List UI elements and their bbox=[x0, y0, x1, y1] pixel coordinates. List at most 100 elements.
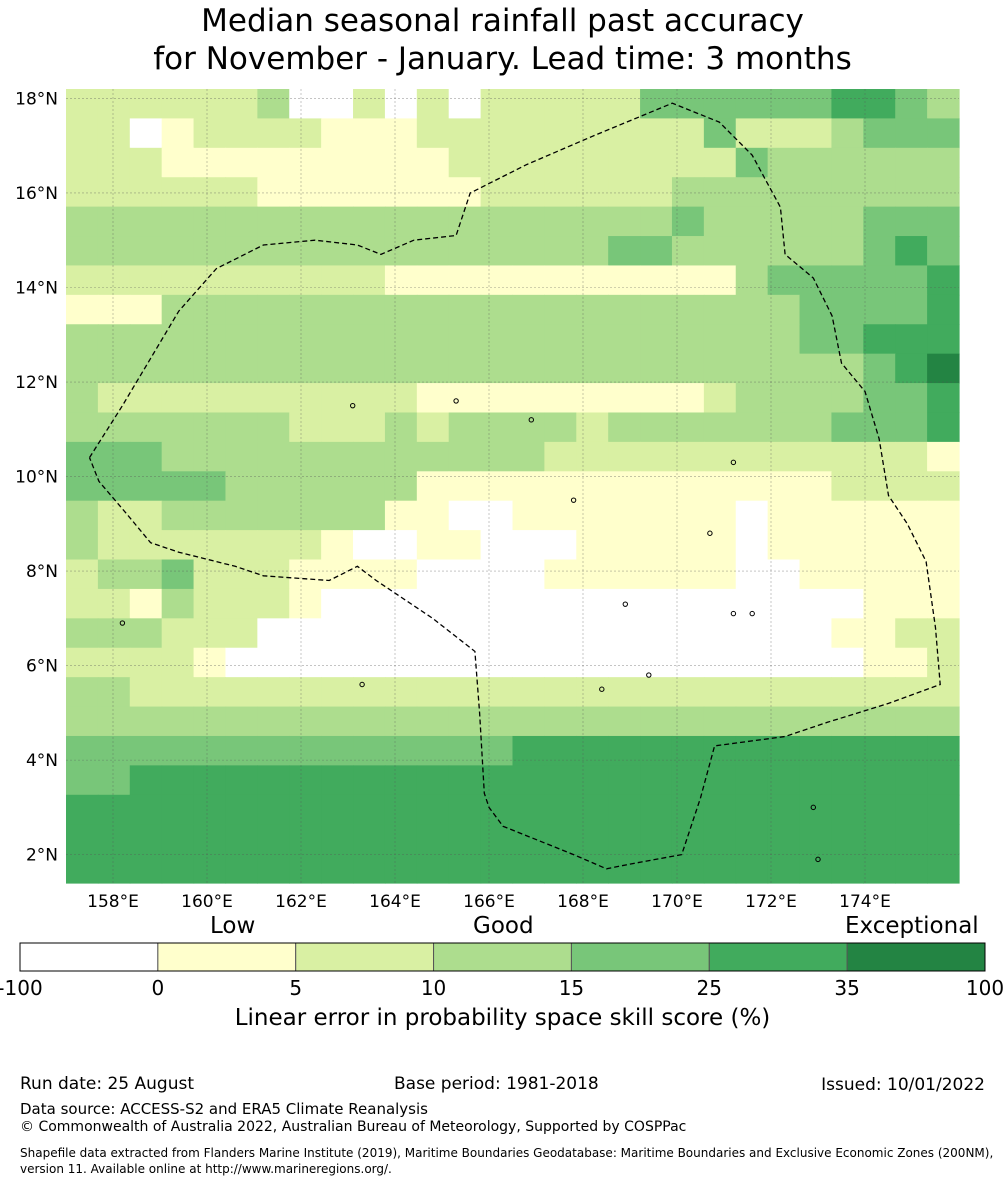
grid-cell bbox=[927, 618, 960, 649]
grid-cell bbox=[544, 177, 577, 208]
grid-cell bbox=[289, 89, 322, 120]
grid-cell bbox=[640, 118, 673, 149]
colorbar-tick-label: 10 bbox=[420, 976, 447, 1000]
lat-tick-label: 12°N bbox=[15, 373, 58, 393]
grid-cell bbox=[66, 706, 99, 737]
grid-cell bbox=[480, 647, 514, 678]
grid-cell bbox=[161, 265, 195, 296]
grid-cell bbox=[480, 735, 514, 766]
grid-cell bbox=[448, 500, 482, 531]
grid-cell bbox=[129, 471, 163, 502]
grid-cell bbox=[895, 647, 928, 678]
grid-cell bbox=[480, 353, 514, 384]
grid-cell bbox=[671, 853, 705, 884]
title-line-2: for November - January. Lead time: 3 mon… bbox=[153, 41, 852, 77]
grid-cell bbox=[831, 206, 864, 237]
grid-cell bbox=[321, 500, 354, 531]
grid-cell bbox=[193, 294, 227, 325]
grid-cell bbox=[799, 794, 833, 825]
grid-cell bbox=[384, 353, 418, 384]
grid-cell bbox=[671, 559, 705, 590]
grid-cell bbox=[225, 530, 258, 561]
grid-cell bbox=[448, 588, 482, 619]
grid-cell bbox=[321, 177, 354, 208]
grid-cell bbox=[512, 853, 545, 884]
grid-cell bbox=[66, 177, 99, 208]
grid-cell bbox=[576, 677, 609, 708]
grid-cell bbox=[544, 677, 577, 708]
grid-cell bbox=[640, 441, 673, 472]
grid-cell bbox=[927, 177, 960, 208]
grid-cell bbox=[831, 706, 864, 737]
grid-cell bbox=[544, 324, 577, 355]
island-outline bbox=[350, 402, 356, 409]
grid-cell bbox=[66, 353, 99, 384]
grid-cell bbox=[416, 294, 450, 325]
grid-cell bbox=[735, 147, 769, 178]
grid-cell bbox=[608, 824, 641, 855]
grid-cell bbox=[193, 471, 227, 502]
grid-cell bbox=[735, 706, 769, 737]
grid-cell bbox=[66, 265, 99, 296]
grid-cell bbox=[353, 236, 386, 267]
grid-cell bbox=[66, 647, 99, 678]
run-date: Run date: 25 August bbox=[20, 1074, 194, 1094]
grid-cell bbox=[480, 177, 514, 208]
grid-cell bbox=[97, 118, 131, 149]
grid-cell bbox=[767, 647, 801, 678]
grid-cell bbox=[640, 824, 673, 855]
grid-cell bbox=[767, 147, 801, 178]
grid-cell bbox=[895, 89, 928, 120]
grid-cell bbox=[416, 206, 450, 237]
grid-cell bbox=[66, 588, 99, 619]
grid-cell bbox=[289, 588, 322, 619]
grid-cell bbox=[97, 647, 131, 678]
grid-cell bbox=[895, 177, 928, 208]
grid-cell bbox=[863, 324, 896, 355]
grid-cell bbox=[289, 118, 322, 149]
grid-cell bbox=[767, 294, 801, 325]
grid-cell bbox=[671, 765, 705, 796]
grid-cell bbox=[735, 441, 769, 472]
grid-cell bbox=[480, 765, 514, 796]
grid-cell bbox=[384, 147, 418, 178]
grid-cell bbox=[257, 471, 290, 502]
grid-cell bbox=[799, 236, 833, 267]
grid-cell bbox=[608, 412, 641, 443]
grid-cell bbox=[416, 677, 450, 708]
grid-cell bbox=[512, 177, 545, 208]
grid-cell bbox=[448, 559, 482, 590]
grid-cell bbox=[321, 383, 354, 414]
grid-cell bbox=[640, 177, 673, 208]
lon-tick-label: 170°E bbox=[651, 892, 703, 912]
grid-cell bbox=[289, 471, 322, 502]
grid-cell bbox=[927, 706, 960, 737]
grid-cell bbox=[895, 147, 928, 178]
grid-cell bbox=[640, 647, 673, 678]
grid-cell bbox=[671, 353, 705, 384]
grid-cell bbox=[129, 706, 163, 737]
grid-cell bbox=[927, 236, 960, 267]
grid-cell bbox=[193, 383, 227, 414]
grid-cell bbox=[863, 236, 896, 267]
grid-cell bbox=[193, 677, 227, 708]
grid-cell bbox=[97, 89, 131, 120]
grid-cell bbox=[863, 206, 896, 237]
grid-cell bbox=[66, 89, 99, 120]
grid-cell bbox=[257, 265, 290, 296]
grid-cell bbox=[448, 824, 482, 855]
grid-cell bbox=[512, 824, 545, 855]
grid-cell bbox=[544, 647, 577, 678]
grid-cell bbox=[129, 647, 163, 678]
graticule bbox=[66, 89, 959, 883]
grid-cell bbox=[193, 236, 227, 267]
grid-cell bbox=[703, 441, 737, 472]
grid-cell bbox=[384, 206, 418, 237]
grid-cell bbox=[321, 559, 354, 590]
grid-cell bbox=[353, 118, 386, 149]
grid-cell bbox=[193, 147, 227, 178]
grid-cell bbox=[161, 794, 195, 825]
grid-cell bbox=[66, 559, 99, 590]
grid-cell bbox=[576, 618, 609, 649]
grid-cell bbox=[895, 206, 928, 237]
